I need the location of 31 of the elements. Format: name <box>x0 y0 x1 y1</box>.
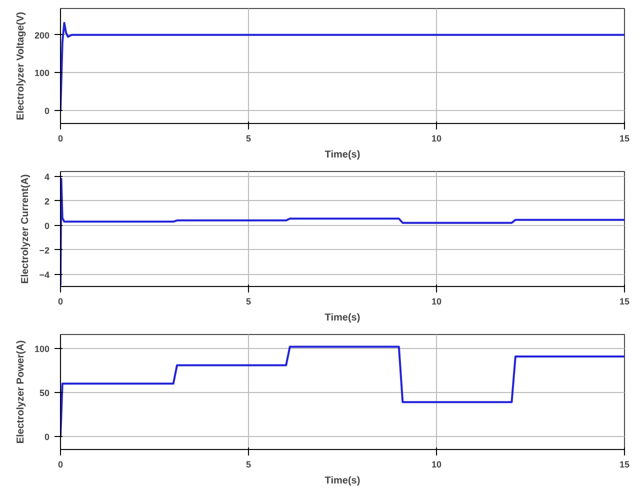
y-tick-label: 50 <box>39 388 50 398</box>
x-tick-label: 15 <box>619 134 630 144</box>
x-tick-label: 15 <box>619 460 630 470</box>
x-axis-title: Time(s) <box>324 312 360 324</box>
x-tick-label: 5 <box>246 460 252 470</box>
y-tick-label: 0 <box>44 432 50 442</box>
x-tick-label: 5 <box>246 134 252 144</box>
x-tick-label: 10 <box>431 460 442 470</box>
y-tick-label: 0 <box>44 106 50 116</box>
y-tick-label: 100 <box>34 344 50 354</box>
line-series <box>60 346 624 438</box>
x-tick-label: 15 <box>619 296 630 306</box>
y-axis-title: Electrolyzer Voltage(V) <box>15 12 26 120</box>
line-series <box>60 22 624 112</box>
x-axis-title: Time(s) <box>324 150 360 160</box>
y-tick-label: 100 <box>34 68 50 78</box>
y-tick-label: 4 <box>44 172 50 182</box>
y-tick-label: 0 <box>44 220 50 231</box>
y-tick-label: −4 <box>39 270 50 280</box>
y-tick-label: 2 <box>44 196 50 206</box>
x-tick-label: 10 <box>431 134 442 144</box>
x-tick-label: 5 <box>246 296 252 306</box>
y-axis-title: Electrolyzer Current(A) <box>20 174 32 284</box>
y-tick-label: 200 <box>34 30 50 40</box>
x-axis-title: Time(s) <box>324 476 360 486</box>
y-axis-title: Electrolyzer Power(A) <box>15 340 26 444</box>
x-tick-label: 10 <box>431 296 442 306</box>
x-tick-label: 0 <box>58 134 64 144</box>
x-tick-label: 0 <box>58 460 64 470</box>
y-tick-label: −2 <box>39 245 50 256</box>
x-tick-label: 0 <box>58 296 64 306</box>
